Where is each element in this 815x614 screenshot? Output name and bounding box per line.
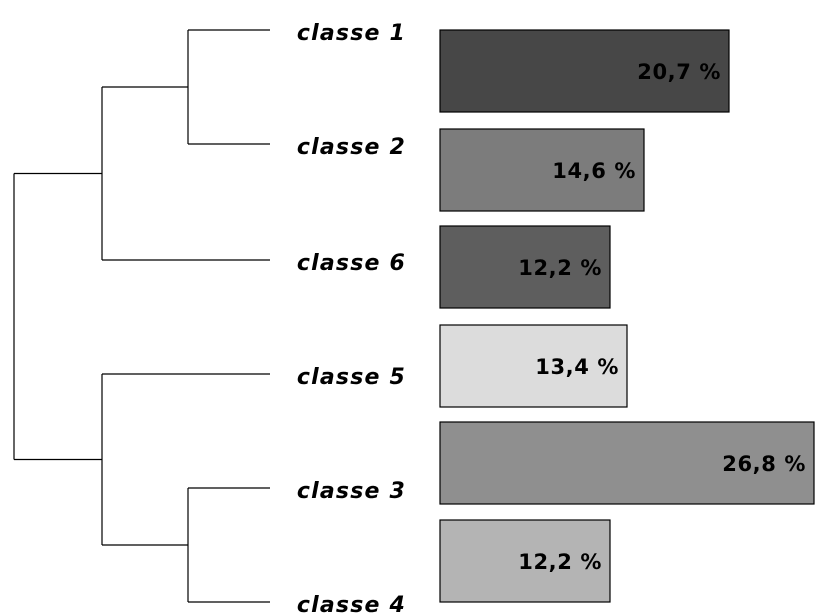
value-labels: 20,7 % 14,6 % 12,2 % 13,4 % 26,8 % 12,2 % [518,60,806,574]
value-label: 14,6 % [552,159,636,183]
value-label: 26,8 % [722,452,806,476]
value-label: 13,4 % [535,355,619,379]
class-label-classe-3: classe 3 [297,479,406,504]
dendrogram [13,29,270,603]
class-label-classe-2: classe 2 [297,135,406,160]
class-label-classe-6: classe 6 [297,251,406,276]
bar-classe-3 [439,421,815,505]
class-label-classe-5: classe 5 [297,365,406,390]
bar-classe-4 [439,519,611,603]
value-label: 12,2 % [518,550,602,574]
value-label: 20,7 % [637,60,721,84]
bar-classe-1 [439,29,730,113]
class-label-classe-1: classe 1 [297,21,406,46]
class-label-classe-4: classe 4 [297,593,406,614]
value-label: 12,2 % [518,256,602,280]
bars [439,29,815,603]
bar-classe-2 [439,128,645,212]
class-labels: classe 1 classe 2 classe 6 classe 5 classe 3… [297,21,406,614]
bar-classe-5 [439,324,628,408]
bar-classe-6 [439,225,611,309]
